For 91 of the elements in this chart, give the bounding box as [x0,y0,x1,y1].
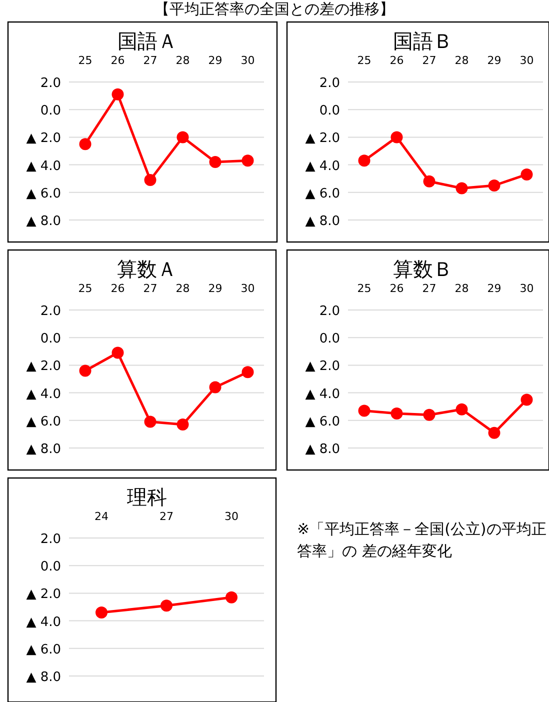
y-tick-label: 0.0 [319,332,340,347]
y-tick-label: ▲ 6.0 [26,414,61,430]
y-tick-label: 2.0 [40,304,61,319]
text: 【平均正答率の全国との差の推移】 [154,0,396,18]
y-tick-label: ▲ 8.0 [26,442,61,457]
point [79,138,92,150]
point [226,591,238,604]
point [209,381,222,394]
point [242,154,254,167]
y-tick-label: ▲ 8.0 [26,670,61,685]
point [358,404,370,417]
y-tick-label: ▲ 2.0 [305,359,340,374]
y-tick-label: ▲ 2.0 [26,131,61,146]
x-tick-label: 26 [390,282,404,295]
x-tick-label: 25 [78,282,92,295]
chart-title: 算数Ａ [117,257,177,281]
y-tick-label: 0.0 [40,332,61,347]
point [112,88,124,100]
point [242,366,254,378]
point [112,346,124,359]
point [456,403,468,416]
point [423,408,436,421]
point [358,154,370,167]
x-tick-label: 27 [422,282,436,295]
y-tick-label: 2.0 [40,76,61,91]
point [160,600,172,612]
y-tick-label: ▲ 6.0 [26,642,61,658]
y-tick-label: ▲ 8.0 [26,214,61,229]
x-tick-label: 25 [357,282,372,295]
point [176,418,189,431]
y-tick-label: ▲ 4.0 [305,386,340,402]
point [520,394,533,406]
y-tick-label: ▲ 6.0 [305,186,340,202]
point [390,131,403,144]
point [176,131,189,144]
x-tick-label: 30 [224,510,238,523]
x-tick-label: 30 [240,282,255,295]
chart-title: 理科 [127,485,167,509]
y-tick-label: 2.0 [40,532,61,547]
x-tick-label: 28 [176,282,190,295]
x-tick-label: 30 [240,54,255,67]
x-tick-label: 28 [454,282,469,295]
y-tick-label: 2.0 [319,304,340,319]
y-tick-label: 0.0 [40,560,61,575]
x-tick-label: 26 [110,54,125,67]
x-tick-label: 25 [78,54,92,67]
y-tick-label: ▲ 4.0 [26,614,61,630]
x-tick-label: 25 [357,54,372,67]
point [488,426,500,439]
y-tick-label: ▲ 8.0 [305,442,340,457]
point [520,168,533,180]
x-tick-label: 27 [143,54,158,67]
point [390,408,403,420]
x-tick-label: 29 [487,54,502,67]
point [79,364,92,377]
y-tick-label: ▲ 4.0 [26,386,61,402]
x-tick-label: 26 [110,282,125,295]
x-tick-label: 29 [487,282,502,295]
point [209,156,222,168]
point [144,416,156,428]
y-tick-label: ▲ 4.0 [26,158,61,174]
x-tick-label: 27 [160,510,174,523]
x-tick-label: 30 [520,282,534,295]
x-tick-label: 28 [176,54,190,67]
x-tick-label: 30 [520,54,534,67]
y-tick-label: ▲ 2.0 [26,587,61,602]
chart-title: 算数Ｂ [393,257,453,281]
x-tick-label: 29 [208,54,222,67]
x-tick-label: 24 [94,510,108,523]
y-tick-label: 0.0 [319,104,340,119]
y-tick-label: 0.0 [40,104,61,119]
y-tick-label: 2.0 [319,76,340,91]
x-tick-label: 28 [454,54,469,67]
chart-title: 国語Ａ [118,29,178,53]
x-tick-label: 27 [422,54,436,67]
point [456,182,468,194]
text: ※「平均正答率－全国(公立)の平均正答率」の 差の経年変化 [297,519,547,562]
x-tick-label: 29 [208,282,222,295]
x-tick-label: 27 [143,282,158,295]
y-tick-label: ▲ 2.0 [305,131,340,146]
point [144,174,156,186]
y-tick-label: ▲ 6.0 [305,414,340,430]
y-tick-label: ▲ 4.0 [305,158,340,174]
y-tick-label: ▲ 2.0 [26,359,61,374]
point [96,606,108,619]
y-tick-label: ▲ 8.0 [305,214,340,229]
point [423,175,436,188]
point [488,180,500,192]
x-tick-label: 26 [390,54,404,67]
y-tick-label: ▲ 6.0 [26,186,61,202]
chart-title: 国語Ｂ [393,29,453,53]
